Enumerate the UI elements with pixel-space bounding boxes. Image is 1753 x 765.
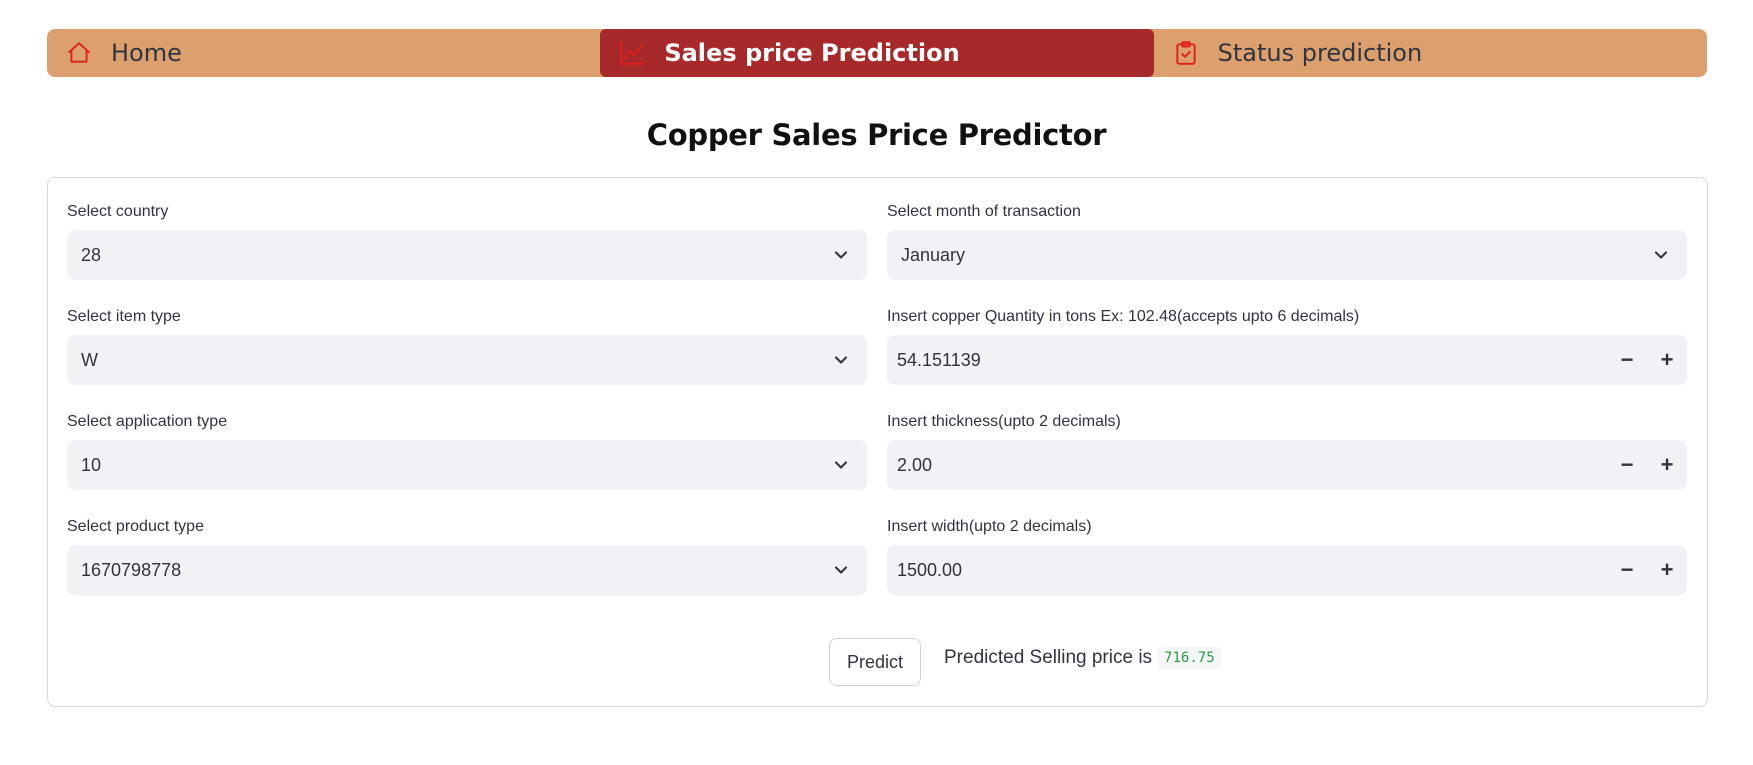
nav-item-sales-price-prediction[interactable]: Sales price Prediction	[600, 29, 1154, 77]
increment-button[interactable]: +	[1660, 452, 1674, 477]
width-input[interactable]: 1500.00 − +	[887, 545, 1687, 595]
country-select[interactable]: 28	[67, 230, 867, 280]
width-label: Insert width(upto 2 decimals)	[887, 518, 1092, 535]
nav-item-label: Home	[111, 39, 182, 67]
chevron-down-icon	[834, 566, 848, 574]
chevron-down-icon	[834, 251, 848, 259]
product-type-label: Select product type	[67, 518, 204, 535]
result-text: Predicted Selling price is	[944, 647, 1153, 668]
quantity-input[interactable]: 54.151139 − +	[887, 335, 1687, 385]
country-value: 28	[81, 244, 102, 265]
chevron-down-icon	[834, 356, 848, 364]
country-field: Select country 28	[67, 202, 867, 282]
nav-item-label: Status prediction	[1217, 39, 1423, 67]
thickness-label: Insert thickness(upto 2 decimals)	[887, 413, 1121, 430]
item-type-label: Select item type	[67, 308, 181, 325]
chart-line-icon	[618, 39, 646, 67]
top-nav-bar: Home Sales price Prediction Status predi…	[47, 29, 1707, 77]
clipboard-check-icon	[1172, 39, 1200, 67]
home-icon	[65, 39, 93, 67]
page-title: Copper Sales Price Predictor	[646, 118, 1107, 152]
width-field: Insert width(upto 2 decimals) 1500.00 − …	[887, 517, 1687, 597]
decrement-button[interactable]: −	[1620, 557, 1634, 582]
application-type-field: Select application type 10	[67, 412, 867, 492]
nav-item-home[interactable]: Home	[47, 29, 600, 77]
application-type-select[interactable]: 10	[67, 440, 867, 490]
nav-item-status-prediction[interactable]: Status prediction	[1154, 29, 1707, 77]
quantity-label: Insert copper Quantity in tons Ex: 102.4…	[887, 308, 1360, 325]
application-type-value: 10	[81, 454, 102, 475]
country-label: Select country	[67, 203, 169, 220]
product-type-select[interactable]: 1670798778	[67, 545, 867, 595]
item-type-select[interactable]: W	[67, 335, 867, 385]
product-type-field: Select product type 1670798778	[67, 517, 867, 597]
nav-item-label: Sales price Prediction	[664, 39, 960, 67]
quantity-field: Insert copper Quantity in tons Ex: 102.4…	[887, 307, 1687, 387]
application-type-label: Select application type	[67, 413, 228, 430]
increment-button[interactable]: +	[1660, 557, 1674, 582]
prediction-result: Predicted Selling price is 716.75	[944, 643, 1221, 673]
result-value: 716.75	[1158, 647, 1221, 669]
thickness-input[interactable]: 2.00 − +	[887, 440, 1687, 490]
prediction-form: Select country 28 Select item type W Sel…	[47, 177, 1708, 707]
item-type-value: W	[81, 349, 98, 370]
chevron-down-icon	[834, 461, 848, 469]
decrement-button[interactable]: −	[1620, 347, 1634, 372]
item-type-field: Select item type W	[67, 307, 867, 387]
chevron-down-icon	[1654, 251, 1668, 259]
predict-button[interactable]: Predict	[829, 638, 921, 686]
thickness-field: Insert thickness(upto 2 decimals) 2.00 −…	[887, 412, 1687, 492]
month-label: Select month of transaction	[887, 203, 1081, 220]
width-value: 1500.00	[897, 559, 963, 580]
product-type-value: 1670798778	[81, 559, 182, 580]
thickness-stepper: − +	[1607, 440, 1687, 490]
thickness-value: 2.00	[897, 454, 933, 475]
width-stepper: − +	[1607, 545, 1687, 595]
month-value: January	[901, 244, 966, 265]
decrement-button[interactable]: −	[1620, 452, 1634, 477]
increment-button[interactable]: +	[1660, 347, 1674, 372]
quantity-value: 54.151139	[897, 349, 981, 370]
month-select[interactable]: January	[887, 230, 1687, 280]
quantity-stepper: − +	[1607, 335, 1687, 385]
month-field: Select month of transaction January	[887, 202, 1687, 282]
